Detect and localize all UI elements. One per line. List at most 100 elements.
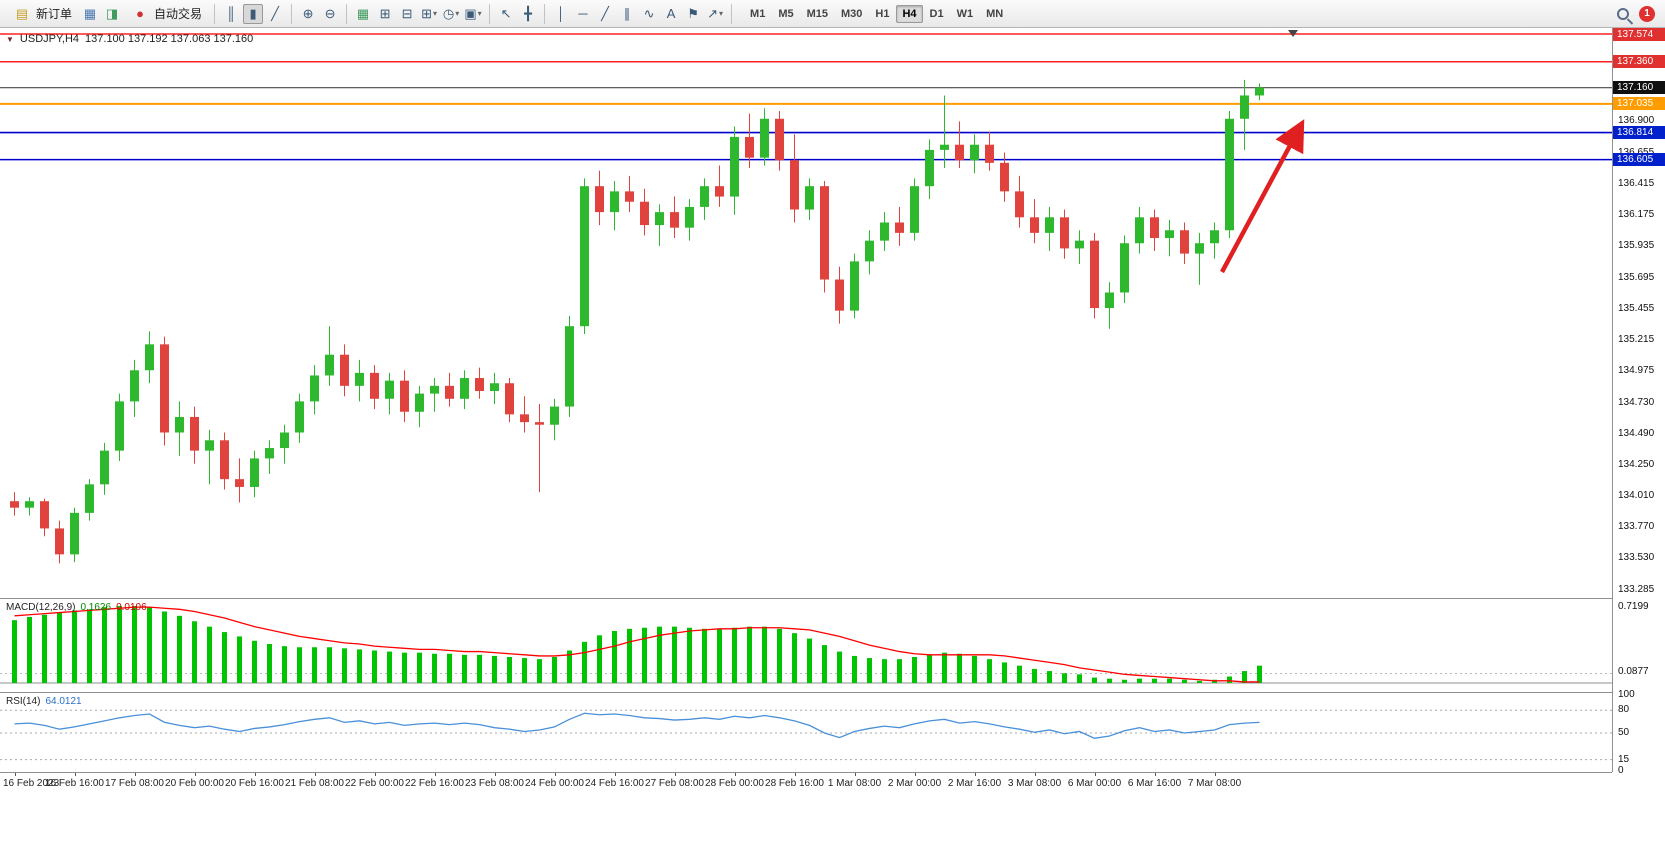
macd-histogram-bar — [777, 628, 782, 683]
candle-body — [40, 501, 49, 529]
notification-badge[interactable]: 1 — [1639, 5, 1655, 22]
candle-body — [295, 401, 304, 433]
macd-histogram-bar — [1152, 678, 1157, 683]
templates-icon[interactable]: ▣ ▾ — [463, 4, 483, 24]
time-axis-label: 6 Mar 00:00 — [1067, 778, 1122, 789]
candle-body — [1210, 230, 1219, 244]
macd-histogram-bar — [237, 636, 242, 683]
periods-icon[interactable]: ◷ ▾ — [441, 4, 461, 24]
candle-body — [400, 380, 409, 412]
timeframe-mn[interactable]: MN — [986, 7, 1004, 20]
cascade-windows-icon[interactable]: ⊟ — [401, 5, 413, 21]
price-badge: 137.574 — [1613, 28, 1665, 41]
chevron-down-icon: ▾ — [432, 9, 437, 18]
candle-body — [1060, 217, 1069, 249]
trend-arrow-annotation[interactable] — [1220, 119, 1305, 274]
arrows-tool-icon[interactable]: ↗ ▾ — [705, 4, 725, 24]
macd-histogram-bar — [837, 651, 842, 683]
auto-trading-button[interactable]: ● 自动交易 — [124, 2, 208, 26]
candle-body — [610, 191, 619, 213]
new-chart-icon[interactable]: ⊞ ▾ — [419, 4, 439, 24]
zoom-in-icon[interactable]: ⊕ — [302, 5, 314, 21]
macd-histogram-bar — [1032, 668, 1037, 683]
candle-body — [475, 378, 484, 392]
macd-histogram-bar — [222, 632, 227, 683]
vertical-line-tool-icon[interactable]: │ — [556, 6, 566, 21]
candle-body — [940, 144, 949, 150]
timeframe-w1[interactable]: W1 — [956, 7, 974, 20]
chart-ohlc: 137.100 137.192 137.063 137.160 — [85, 33, 254, 45]
candle-body — [820, 186, 829, 280]
macd-histogram-bar — [702, 628, 707, 683]
line-chart-icon[interactable]: ╱ — [271, 5, 279, 21]
time-axis-label: 3 Mar 08:00 — [1007, 778, 1062, 789]
horizontal-line-tool-icon[interactable]: ─ — [578, 6, 588, 21]
timeframe-m15[interactable]: M15 — [806, 7, 828, 20]
macd-histogram-bar — [357, 649, 362, 683]
macd-histogram-bar — [42, 614, 47, 683]
label-tool-icon[interactable]: ⚑ — [687, 5, 699, 21]
fibonacci-tool-icon[interactable]: ∿ — [643, 5, 655, 21]
time-tick — [314, 773, 316, 776]
price-scale-label: 135.215 — [1618, 333, 1655, 345]
indicators-icon[interactable]: ▦ — [356, 5, 370, 21]
timeframe-h1[interactable]: H1 — [875, 7, 890, 20]
cursor-icon[interactable]: ↖ — [500, 5, 512, 21]
charts-icon[interactable]: ▦ — [83, 5, 97, 21]
macd-panel[interactable]: MACD(12,26,9) 0.1626 0.0106 — [0, 598, 1612, 690]
text-tool-icon[interactable]: A — [666, 6, 676, 21]
chart-shift-marker[interactable] — [1288, 30, 1298, 37]
macd-histogram-bar — [642, 627, 647, 683]
bar-chart-icon[interactable]: ║ — [226, 6, 236, 21]
timeframe-d1[interactable]: D1 — [929, 7, 944, 20]
candle-body — [235, 479, 244, 487]
toolbar: ▤ 新订单 ▦ ◨ ● 自动交易 ║ ▮ ╱ ⊕ ⊖ ▦ ⊞ ⊟ ⊞ ▾ ◷ ▾ ▣… — [0, 0, 1665, 28]
macd-histogram-bar — [717, 628, 722, 683]
time-tick — [1034, 773, 1036, 776]
candle-body — [25, 501, 34, 508]
time-tick — [254, 773, 256, 776]
tile-windows-icon[interactable]: ⊞ — [379, 5, 391, 21]
candle-body — [1105, 292, 1114, 309]
time-axis[interactable]: 16 Feb 2023 16 Feb 16:00 17 Feb 08:00 20 Fe… — [0, 772, 1612, 844]
candle-body — [1180, 230, 1189, 254]
candle-body — [355, 372, 364, 386]
profiles-icon[interactable]: ◨ — [105, 5, 119, 21]
timeframe-h4[interactable]: H4 — [896, 4, 923, 23]
price-scale-label: 134.730 — [1618, 396, 1655, 408]
macd-histogram-bar — [822, 645, 827, 683]
timeframe-m30[interactable]: M30 — [841, 7, 863, 20]
new-order-button[interactable]: ▤ 新订单 — [6, 2, 78, 26]
time-axis-label: 16 Feb 16:00 — [45, 778, 104, 789]
trendline-tool-icon[interactable]: ╱ — [601, 5, 609, 21]
timeframe-m5[interactable]: M5 — [778, 7, 794, 20]
macd-histogram-bar — [27, 616, 32, 683]
time-tick — [194, 773, 196, 776]
time-tick — [1094, 773, 1096, 776]
macd-histogram-bar — [72, 610, 77, 683]
candlestick-chart[interactable] — [0, 28, 1612, 598]
macd-histogram-bar — [492, 655, 497, 683]
rsi-panel[interactable]: RSI(14) 64.0121 — [0, 692, 1612, 772]
rsi-chart — [0, 709, 1612, 761]
candle-body — [55, 528, 64, 555]
macd-histogram-bar — [1197, 680, 1202, 683]
price-scale-label: 136.415 — [1618, 178, 1655, 190]
price-axis[interactable]: 136.900136.655136.415136.175135.935135.6… — [1612, 28, 1665, 776]
macd-histogram-bar — [1062, 673, 1067, 683]
search-icon[interactable] — [1617, 7, 1629, 20]
crosshair-icon[interactable]: ╋ — [524, 5, 532, 21]
chevron-down-icon: ▾ — [455, 9, 460, 18]
main-chart-panel[interactable]: ▼ USDJPY,H4 137.100 137.192 137.063 137.… — [0, 28, 1612, 598]
price-scale-label: 135.455 — [1618, 302, 1655, 314]
time-axis-label: 21 Feb 08:00 — [285, 778, 344, 789]
macd-histogram-bar — [297, 647, 302, 683]
timeframe-m1[interactable]: M1 — [750, 7, 766, 20]
zoom-out-icon[interactable]: ⊖ — [324, 5, 336, 21]
candlestick-chart-icon[interactable]: ▮ — [243, 3, 264, 24]
candle-body — [1240, 95, 1249, 119]
channel-tool-icon[interactable]: ∥ — [623, 5, 631, 21]
macd-histogram-bar — [1047, 671, 1052, 683]
candle-body — [775, 118, 784, 161]
macd-histogram-bar — [972, 655, 977, 683]
